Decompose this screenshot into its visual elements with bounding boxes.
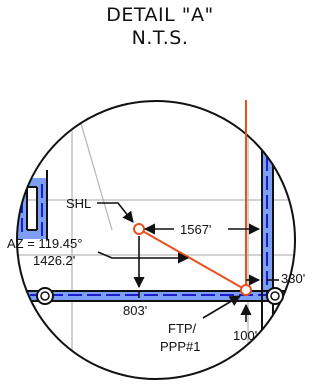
distance-100-label: 100': [233, 328, 257, 343]
section-corner-marker-right: [266, 287, 284, 305]
section-corner-marker-left: [36, 287, 54, 305]
ftp-label: FTP/: [168, 321, 197, 336]
detail-title: DETAIL "A": [106, 4, 214, 26]
distance-803-label: 803': [123, 303, 147, 318]
shl-point: [133, 223, 145, 235]
ppp-label: PPP#1: [160, 339, 200, 354]
detail-circle: [16, 100, 296, 380]
azimuth-label: AZ = 119.45°: [7, 236, 82, 251]
distance-1426-label: 1426.2': [33, 253, 75, 268]
wellpath: [138, 100, 247, 291]
detail-subtitle: N.T.S.: [131, 27, 189, 49]
shl-label: SHL: [66, 196, 91, 211]
dimension-lines: [97, 202, 279, 322]
distance-330-label: 330': [281, 271, 305, 286]
ftp-point: [240, 284, 252, 296]
distance-1567-label: 1567': [180, 222, 211, 237]
